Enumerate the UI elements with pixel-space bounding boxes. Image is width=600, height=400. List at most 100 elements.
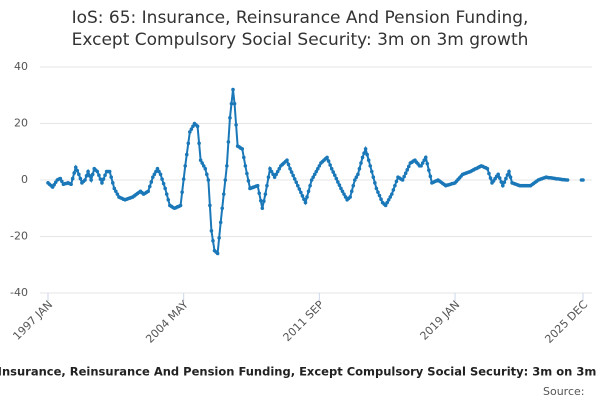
data-point <box>311 175 315 179</box>
data-point <box>390 192 394 196</box>
data-point <box>178 203 183 208</box>
data-point <box>208 203 212 208</box>
data-point <box>95 169 100 174</box>
data-point <box>215 251 220 256</box>
data-point <box>343 195 348 199</box>
data-point <box>180 190 184 194</box>
data-point <box>101 177 106 181</box>
data-point <box>368 164 373 168</box>
data-point <box>195 124 200 129</box>
data-point <box>385 200 389 205</box>
data-point <box>388 195 393 199</box>
x-tick-label: 2025 DEC <box>542 298 590 346</box>
data-point <box>203 166 208 171</box>
data-point <box>110 181 115 185</box>
data-point <box>300 194 305 198</box>
data-point <box>291 173 295 178</box>
data-point <box>246 179 251 183</box>
data-point <box>90 172 95 177</box>
data-point <box>205 172 209 177</box>
data-point <box>73 165 78 170</box>
chart-title: IoS: 65: Insurance, Reinsurance And Pens… <box>72 8 529 28</box>
data-point <box>226 140 231 144</box>
data-point <box>504 176 508 181</box>
data-point <box>316 166 320 171</box>
data-point <box>286 162 291 167</box>
data-point <box>151 175 155 179</box>
data-point <box>240 147 245 151</box>
data-point <box>326 159 331 163</box>
data-point <box>228 116 232 120</box>
x-tick-label: 1997 JAN <box>10 298 55 343</box>
data-point <box>427 168 431 172</box>
data-point <box>393 183 397 188</box>
data-point <box>485 166 490 171</box>
data-point <box>86 169 90 174</box>
data-point <box>374 186 379 191</box>
data-point <box>334 176 339 181</box>
data-point <box>373 181 377 185</box>
data-point <box>299 190 303 195</box>
data-point <box>242 155 246 160</box>
data-point <box>234 123 238 127</box>
y-tick-label: 40 <box>14 60 28 73</box>
data-point <box>257 191 262 196</box>
data-point <box>309 178 314 182</box>
data-point <box>386 197 391 202</box>
data-point <box>60 179 64 184</box>
data-point <box>371 175 376 179</box>
data-point <box>255 183 260 188</box>
data-point <box>302 197 306 202</box>
chart-title: Except Compulsory Social Security: 3m on… <box>72 30 529 50</box>
data-point <box>218 220 223 225</box>
data-point <box>308 183 312 188</box>
data-point <box>152 172 157 177</box>
data-point <box>271 172 275 177</box>
data-point <box>488 176 493 180</box>
data-point <box>221 192 226 196</box>
data-point <box>402 174 406 179</box>
data-point <box>97 173 101 177</box>
data-point <box>305 195 309 199</box>
data-point <box>160 177 164 181</box>
x-tick-label: 2011 SEP <box>281 298 327 344</box>
data-point <box>422 158 426 163</box>
data-point <box>245 171 249 176</box>
data-point <box>363 147 368 151</box>
data-point <box>285 158 289 163</box>
data-point <box>400 178 405 182</box>
data-point <box>405 168 410 172</box>
data-point <box>209 229 214 233</box>
data-point <box>107 169 112 174</box>
data-point <box>406 164 411 169</box>
data-point <box>356 172 360 177</box>
data-point <box>505 173 510 177</box>
data-point <box>369 169 374 174</box>
data-point <box>112 186 117 191</box>
data-point <box>496 172 501 177</box>
data-point <box>581 178 585 182</box>
data-point <box>206 178 211 182</box>
data-point <box>274 172 278 177</box>
data-point <box>147 184 152 189</box>
data-point <box>487 171 491 176</box>
data-point <box>266 175 271 179</box>
data-point <box>502 180 507 185</box>
data-point <box>232 101 237 106</box>
data-point <box>340 189 345 194</box>
data-point <box>403 171 408 176</box>
data-point <box>314 169 319 174</box>
data-point <box>87 173 92 178</box>
data-point <box>184 152 189 157</box>
data-point <box>198 158 203 163</box>
data-point <box>331 170 336 174</box>
data-point <box>419 164 423 168</box>
data-point <box>161 181 166 186</box>
data-point <box>336 180 340 184</box>
data-point <box>268 166 272 171</box>
data-point <box>183 164 188 168</box>
data-point <box>391 188 396 192</box>
data-point <box>200 161 204 165</box>
data-point <box>289 170 294 174</box>
